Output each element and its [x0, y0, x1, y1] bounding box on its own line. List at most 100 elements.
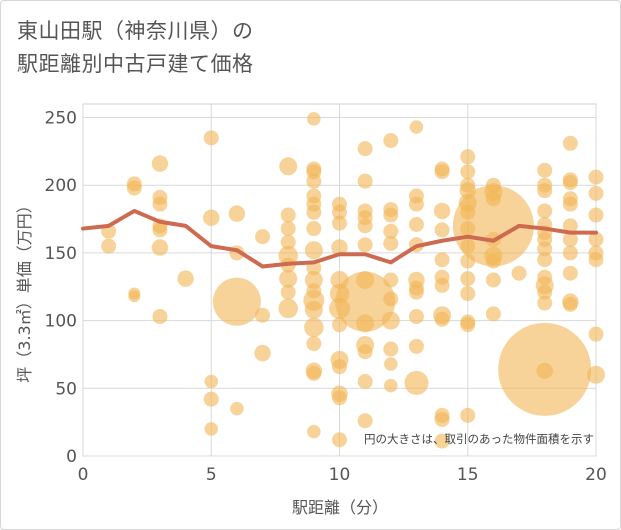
bubble-point	[230, 401, 244, 416]
bubble-point	[588, 185, 604, 201]
bubble-point	[332, 204, 347, 220]
bubble-point	[356, 314, 375, 333]
bubble-point	[151, 239, 169, 256]
bubble-point	[203, 209, 220, 226]
bubble-point	[562, 218, 578, 234]
y-tick-label: 250	[45, 109, 77, 129]
bubble-point	[408, 196, 424, 212]
bubble-point	[408, 338, 424, 354]
bubble-point	[460, 149, 476, 165]
bubble-point	[588, 207, 604, 223]
bubble-size-note: 円の大きさは、取引のあった物件面積を示す	[364, 432, 594, 446]
bubble-point	[307, 112, 321, 126]
y-tick-label: 150	[45, 244, 77, 264]
bubble-point	[203, 391, 219, 407]
bubble-point	[562, 265, 578, 281]
bubble-point	[404, 370, 429, 395]
bubble-point	[460, 407, 476, 423]
bubble-point	[332, 317, 347, 333]
bubble-point	[335, 271, 396, 332]
bubble-point	[408, 284, 424, 300]
bubble-point	[332, 432, 347, 448]
bubble-point	[485, 306, 501, 322]
x-tick-label: 20	[585, 465, 607, 485]
bubble-point	[384, 357, 398, 371]
bubble-point	[537, 295, 553, 311]
bubble-point	[485, 272, 501, 288]
bubble-point	[537, 241, 553, 257]
bubble-point	[536, 362, 553, 379]
bubble-point	[460, 286, 476, 302]
bubble-point	[460, 164, 476, 180]
bubble-point	[204, 422, 218, 436]
bubble-point	[280, 221, 296, 237]
bubble-point	[203, 130, 219, 146]
bubble-point	[357, 413, 373, 429]
bubble-point	[408, 216, 424, 232]
bubble-point	[460, 317, 476, 333]
bubble-point	[101, 238, 117, 254]
bubble-point	[152, 222, 168, 238]
bubble-point	[357, 141, 373, 157]
bubble-point	[588, 231, 604, 247]
bubble-point	[329, 297, 350, 319]
bubble-point	[383, 291, 399, 307]
bubble-point	[460, 221, 476, 237]
bubble-point	[152, 196, 168, 212]
bubble-point	[279, 157, 298, 176]
bubble-point	[434, 252, 450, 268]
bubble-point	[357, 344, 373, 360]
bubble-point	[485, 253, 501, 269]
bubble-point	[332, 359, 347, 375]
bubble-point	[357, 374, 373, 390]
bubble-point	[434, 222, 450, 238]
bubble-point	[331, 239, 348, 256]
x-tick-label: 5	[206, 465, 217, 485]
bubble-point	[434, 411, 450, 427]
bubble-point	[537, 269, 553, 285]
bubble-point	[485, 191, 501, 207]
bubble-point	[562, 135, 578, 151]
x-axis-title: 駅距離（分）	[292, 498, 388, 517]
bubble-point	[434, 433, 450, 449]
bubble-point	[537, 203, 553, 219]
bubble-point	[306, 221, 322, 237]
bubble-point	[306, 283, 322, 299]
bubble-point	[254, 344, 271, 362]
y-tick-label: 100	[45, 312, 77, 332]
bubble-point	[278, 298, 298, 319]
bubble-point	[280, 207, 296, 223]
bubble-point	[280, 234, 296, 250]
bubble-point	[511, 265, 527, 281]
bubble-point	[537, 252, 553, 268]
bubble-point	[332, 215, 347, 231]
bubble-point	[255, 307, 271, 323]
bubble-point	[383, 235, 399, 251]
bubble-point	[357, 173, 373, 189]
bubble-point	[434, 311, 450, 327]
bubble-point	[383, 133, 399, 149]
bubble-point	[304, 271, 323, 289]
x-tick-label: 0	[78, 465, 89, 485]
x-tick-label: 10	[329, 465, 351, 485]
bubble-point	[460, 204, 476, 220]
bubble-point	[409, 120, 424, 134]
bubble-point	[537, 183, 553, 199]
bubble-point	[460, 271, 476, 287]
average-line	[81, 208, 598, 269]
bubble-point	[306, 173, 322, 189]
x-tick-label: 15	[457, 465, 479, 485]
bubble-point	[588, 326, 604, 342]
bubble-point	[381, 311, 400, 330]
bubble-point	[460, 238, 476, 254]
bubble-point	[126, 180, 142, 196]
bubble-point	[255, 229, 271, 245]
bubble-point	[357, 237, 373, 253]
bubble-point	[434, 164, 450, 180]
bubble-point	[304, 317, 324, 338]
bubble-point	[562, 175, 578, 191]
bubble-point	[460, 253, 476, 269]
bubble-point	[460, 177, 476, 193]
bubble-point	[332, 390, 347, 406]
